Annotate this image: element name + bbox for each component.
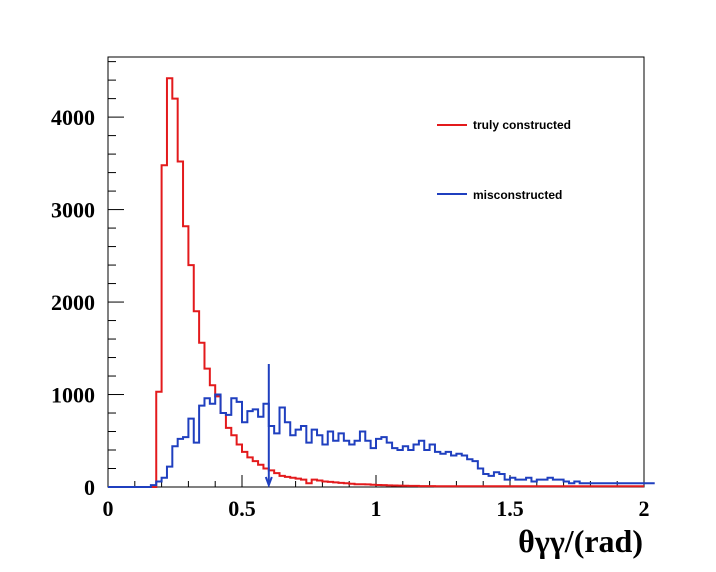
legend-label-truly-constructed: truly constructed (473, 118, 571, 132)
spike-arrowhead (264, 476, 273, 488)
y-tick-label: 2000 (51, 290, 95, 315)
x-tick-label: 1.5 (496, 496, 524, 521)
y-tick-label: 0 (84, 475, 95, 500)
x-tick-label: 0.5 (228, 496, 256, 521)
y-tick-label: 1000 (51, 383, 95, 408)
x-tick-label: 2 (639, 496, 650, 521)
x-tick-label: 1 (371, 496, 382, 521)
legend-label-misconstructed: misconstructed (473, 188, 562, 202)
x-tick-label: 0 (103, 496, 114, 521)
x-axis-title: θγγ/(rad) (518, 523, 643, 559)
y-axis-ticks: 0 1000 2000 3000 4000 (51, 61, 124, 500)
y-tick-label: 4000 (51, 105, 95, 130)
y-tick-label: 3000 (51, 198, 95, 223)
legend: truly constructed misconstructed (437, 118, 571, 202)
series-misconstructed-line (108, 393, 655, 488)
series-layer (108, 77, 655, 488)
series-truly-constructed-line (108, 77, 644, 488)
